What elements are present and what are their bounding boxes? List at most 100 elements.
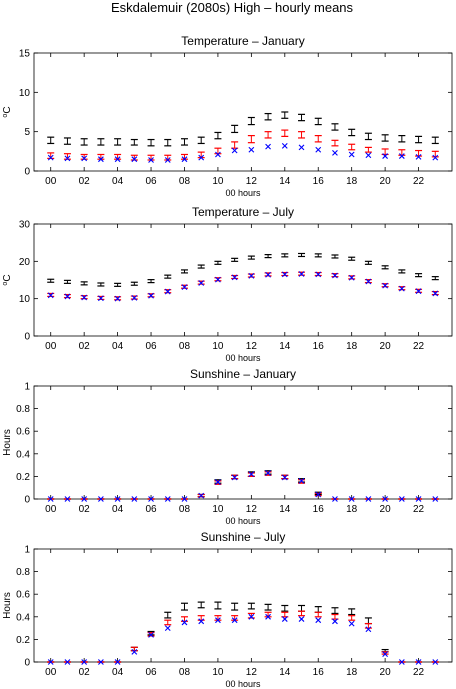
errorbar-point [314,117,322,126]
x-marker-stroke-b [365,278,372,285]
y-tick-label: 0.8 [16,404,30,415]
errorbar-point [130,138,138,146]
x-marker-stroke-b [298,478,305,484]
x-marker-stroke-b [332,496,338,502]
errorbar-point [264,112,272,121]
errorbar-point [348,143,356,151]
errorbar-point [231,124,239,134]
errorbar-point [281,129,289,137]
x-tick-label: 10 [212,341,224,352]
y-tick-label: 0 [24,332,30,343]
series-3 [47,470,439,502]
x-marker-stroke-b [64,496,71,502]
x-marker-stroke-b [198,618,205,625]
x-marker-point [398,153,405,159]
x-axis-label: 00 hours [225,353,261,363]
errorbar-point [147,138,155,147]
errorbar-point [431,276,439,281]
x-marker-point [265,470,271,476]
x-marker-stroke-b [198,154,205,161]
errorbar-point [431,150,439,158]
series-2 [47,471,439,500]
x-tick-label: 12 [246,176,258,187]
x-marker-stroke-b [365,626,372,633]
errorbar-point [398,135,406,143]
x-marker-point [81,155,88,162]
chart-panel-1: Temperature – January 0 5 10 15 00 02 04 06 08 10 1… [2,34,453,198]
x-marker-stroke-b [415,153,422,160]
errorbar-point [197,136,205,145]
x-marker-point [432,659,439,665]
x-marker-point [148,496,154,502]
figure-title: Eskdalemuir (2080s) High – hourly means [111,0,354,15]
x-marker-point [215,151,221,158]
x-marker-point [398,496,405,502]
x-marker-point [198,280,205,286]
x-marker-point [382,153,389,159]
x-marker-point [64,496,71,502]
x-marker-point [164,496,171,502]
x-marker-point [81,294,88,301]
x-marker-point [131,295,138,301]
x-marker-stroke-b [64,293,71,300]
errorbar-point [348,128,356,137]
errorbar-point [314,611,322,618]
x-marker-point [315,491,322,498]
x-marker-stroke-b [114,659,121,665]
x-marker-stroke-b [281,474,288,481]
x-marker-point [332,150,338,156]
x-marker-stroke-b [164,496,171,502]
x-tick-label: 00 [45,504,57,515]
x-marker-stroke-b [265,470,271,476]
x-marker-stroke-b [248,146,255,153]
x-tick-label: 14 [279,667,291,678]
y-tick-label: 0 [24,495,30,506]
x-marker-stroke-b [114,156,121,163]
x-marker-point [348,151,355,158]
x-tick-label: 10 [212,667,224,678]
x-tick-label: 18 [346,667,358,678]
x-marker-stroke-b [47,292,54,299]
errorbar-point [415,135,423,144]
panel-title: Temperature – January [181,34,304,48]
y-tick-label: 0 [24,658,30,669]
y-tick-label: 0.4 [16,449,30,460]
x-marker-point [64,293,71,300]
x-marker-stroke-b [265,613,271,620]
errorbar-point [231,602,239,611]
x-marker-point [348,620,355,627]
x-marker-point [265,613,271,620]
x-marker-point [164,157,171,163]
x-marker-stroke-b [64,659,71,665]
x-marker-stroke-b [81,294,88,301]
x-marker-stroke-b [398,285,405,292]
y-tick-label: 0.6 [16,590,30,601]
x-tick-label: 06 [145,504,157,515]
x-marker-point [298,478,305,484]
x-tick-label: 16 [313,667,325,678]
x-tick-label: 16 [313,176,325,187]
x-marker-stroke-b [432,154,439,161]
x-marker-point [298,144,305,151]
x-marker-stroke-b [382,496,389,502]
x-marker-point [114,659,121,665]
x-marker-point [315,146,322,153]
errorbar-point [348,256,356,261]
x-marker-stroke-b [231,617,238,624]
x-marker-stroke-b [81,155,88,162]
x-marker-point [231,147,238,154]
x-marker-stroke-b [382,153,389,159]
errorbar-point [247,116,255,126]
x-tick-label: 18 [346,504,358,515]
x-marker-stroke-b [281,142,288,149]
x-marker-point [415,659,422,665]
x-tick-label: 04 [112,341,124,352]
y-axis-label: Hours [2,592,13,619]
panel-title: Sunshine – January [190,367,296,381]
x-tick-label: 02 [79,341,91,352]
errorbar-point [164,611,172,619]
x-tick-label: 06 [145,341,157,352]
errorbar-point [264,254,272,259]
x-marker-point [365,496,372,502]
